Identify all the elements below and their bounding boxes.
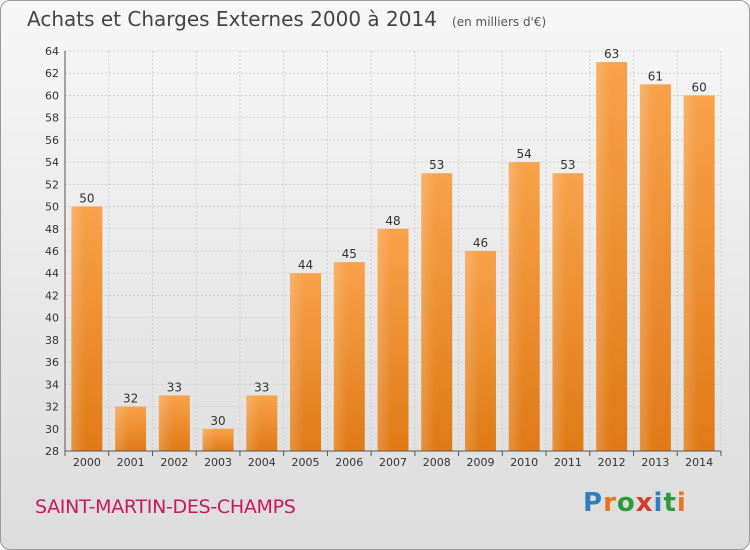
y-tick-label: 56 — [45, 134, 59, 147]
x-tick-label: 2013 — [641, 456, 669, 469]
y-tick-label: 62 — [45, 67, 59, 80]
y-tick-label: 36 — [45, 356, 59, 369]
x-tick-label: 2011 — [554, 456, 582, 469]
data-label: 54 — [517, 147, 532, 161]
bar-highlight — [290, 273, 304, 451]
proxiti-logo: Proxiti — [583, 488, 687, 518]
data-label: 33 — [167, 380, 182, 394]
data-label: 30 — [210, 414, 225, 428]
bar-highlight — [683, 95, 698, 451]
y-tick-label: 30 — [45, 423, 59, 436]
y-tick-label: 64 — [45, 45, 59, 58]
data-label: 44 — [298, 258, 313, 272]
x-tick-label: 2001 — [117, 456, 145, 469]
title-row: Achats et Charges Externes 2000 à 2014 (… — [27, 7, 546, 31]
x-tick-label: 2012 — [598, 456, 626, 469]
y-tick-label: 28 — [45, 445, 59, 458]
y-tick-label: 46 — [45, 245, 59, 258]
y-tick-label: 32 — [45, 401, 59, 414]
x-tick-label: 2010 — [510, 456, 538, 469]
data-label: 53 — [429, 158, 444, 172]
x-tick-label: 2008 — [423, 456, 451, 469]
x-tick-label: 2002 — [160, 456, 188, 469]
y-tick-label: 38 — [45, 334, 59, 347]
logo-letter: r — [603, 488, 617, 518]
chart-unit: (en milliers d'€) — [452, 15, 547, 29]
x-tick-label: 2009 — [466, 456, 494, 469]
data-label: 50 — [79, 192, 94, 206]
x-tick-label: 2003 — [204, 456, 232, 469]
data-label: 61 — [648, 69, 663, 83]
y-tick-label: 48 — [45, 223, 59, 236]
data-label: 32 — [123, 392, 138, 406]
data-label: 45 — [342, 247, 357, 261]
x-tick-label: 2014 — [685, 456, 713, 469]
logo-letter: o — [616, 488, 636, 518]
y-tick-label: 50 — [45, 201, 59, 214]
bar-highlight — [71, 206, 86, 451]
logo-letter: t — [663, 488, 677, 518]
x-tick-label: 2007 — [379, 456, 407, 469]
bar-highlight — [115, 406, 130, 451]
bar-highlight — [596, 62, 611, 451]
bar-highlight — [202, 428, 217, 451]
y-tick-label: 58 — [45, 112, 59, 125]
bar-highlight — [508, 162, 523, 451]
bar-highlight — [246, 395, 261, 451]
x-tick-label: 2006 — [335, 456, 363, 469]
bar-highlight — [639, 84, 654, 451]
logo-letter: i — [676, 488, 687, 518]
data-label: 48 — [385, 214, 400, 228]
y-tick-label: 34 — [45, 378, 59, 391]
data-label: 63 — [604, 47, 619, 61]
y-tick-label: 54 — [45, 156, 59, 169]
bar-highlight — [421, 173, 436, 451]
bar-highlight — [333, 262, 348, 451]
data-label: 46 — [473, 236, 488, 250]
data-label: 60 — [691, 80, 706, 94]
logo-letter: i — [653, 488, 664, 518]
y-tick-label: 60 — [45, 89, 59, 102]
data-label: 33 — [254, 380, 269, 394]
data-label: 53 — [560, 158, 575, 172]
y-tick-label: 52 — [45, 178, 59, 191]
y-tick-label: 40 — [45, 312, 59, 325]
commune-name: SAINT-MARTIN-DES-CHAMPS — [35, 496, 296, 518]
y-tick-label: 44 — [45, 267, 59, 280]
axes: 28 30 32 34 36 38 40 42 44 46 48 50 52 54 56 58 60 62 64 20… — [45, 45, 722, 469]
logo-letter: x — [635, 488, 654, 518]
bar-highlight — [158, 395, 173, 451]
chart-title: Achats et Charges Externes 2000 à 2014 — [27, 7, 437, 31]
bars: 50 32 33 30 33 44 45 48 53 46 54 53 63 61 60 — [71, 47, 715, 451]
logo-letter: P — [583, 488, 604, 518]
y-tick-label: 42 — [45, 289, 59, 302]
x-tick-label: 2005 — [292, 456, 320, 469]
bar-highlight — [377, 228, 392, 451]
bar-highlight — [552, 173, 567, 451]
x-tick-label: 2000 — [73, 456, 101, 469]
x-tick-label: 2004 — [248, 456, 276, 469]
bar-highlight — [464, 251, 479, 451]
